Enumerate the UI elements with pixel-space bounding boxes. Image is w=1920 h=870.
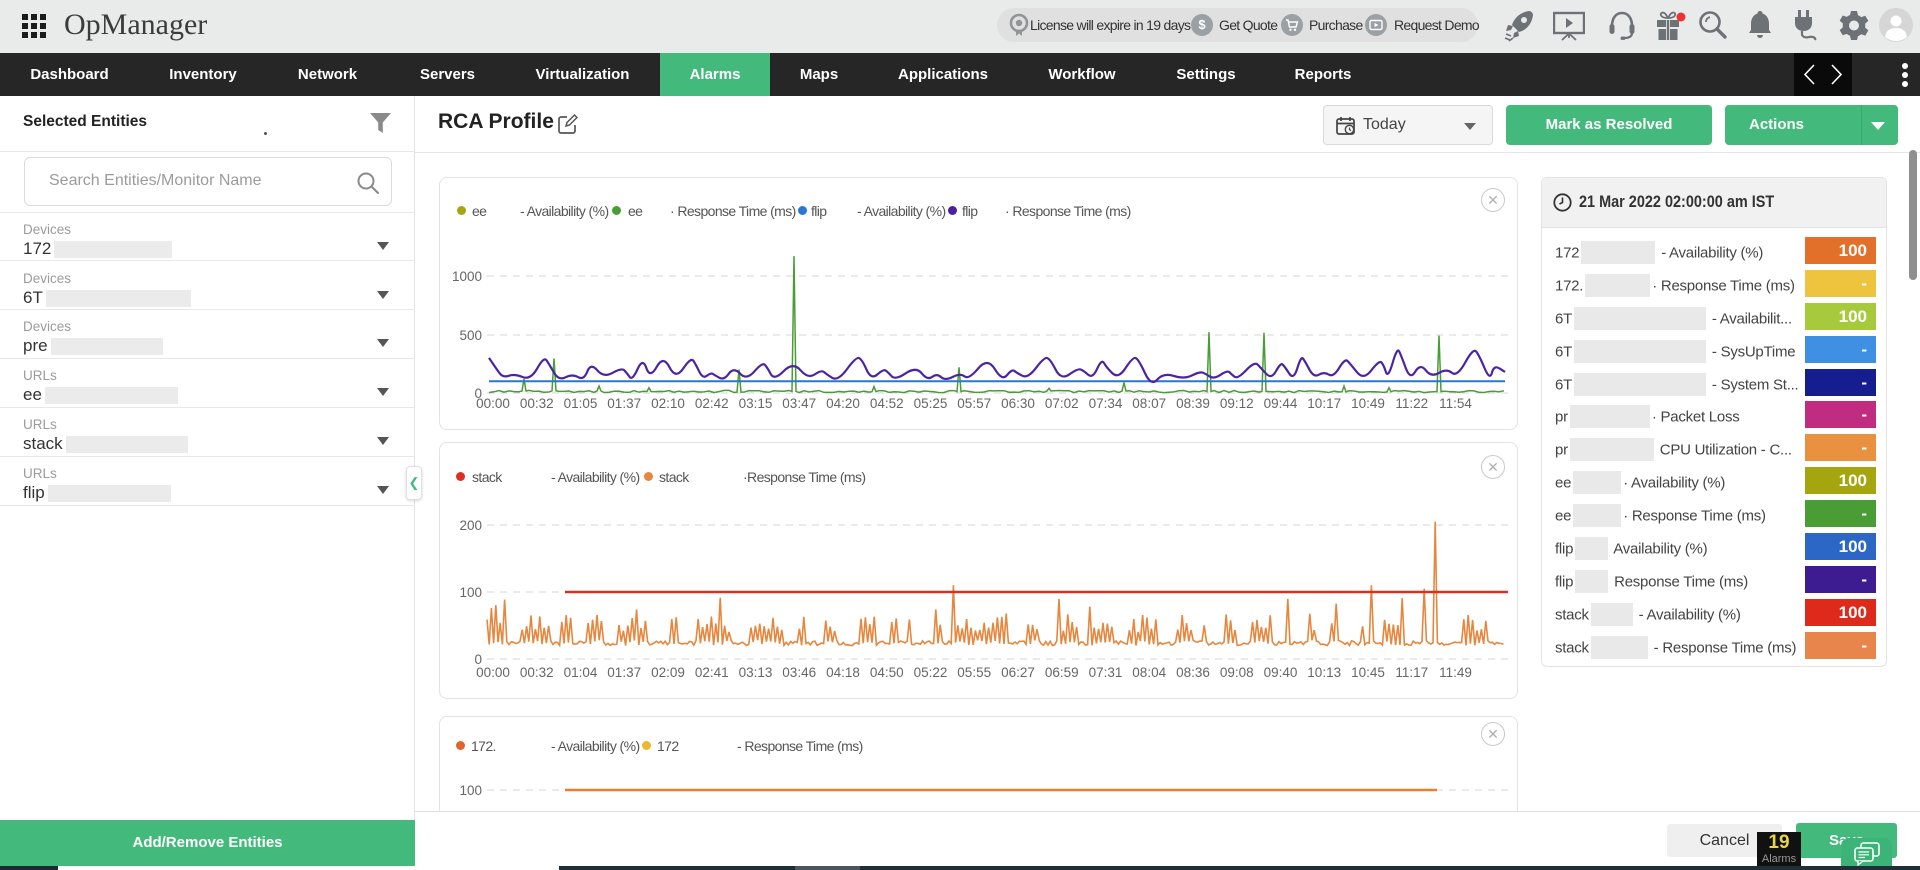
svg-text:1000: 1000 [452,269,482,284]
svg-text:08:36: 08:36 [1176,665,1210,680]
svg-text:09:08: 09:08 [1220,665,1254,680]
svg-text:04:18: 04:18 [826,665,860,680]
svg-text:01:37: 01:37 [607,665,641,680]
svg-text:03:15: 03:15 [739,396,773,411]
svg-text:10:49: 10:49 [1351,396,1385,411]
svg-text:11:49: 11:49 [1439,665,1472,680]
svg-text:0: 0 [474,386,482,401]
svg-text:06:59: 06:59 [1045,665,1079,680]
svg-text:07:31: 07:31 [1089,665,1123,680]
svg-text:03:47: 03:47 [782,396,816,411]
svg-text:01:05: 01:05 [564,396,598,411]
svg-text:500: 500 [459,328,482,343]
svg-text:08:39: 08:39 [1176,396,1210,411]
svg-text:01:04: 01:04 [564,665,598,680]
svg-text:05:22: 05:22 [914,665,948,680]
svg-text:00:00: 00:00 [476,665,510,680]
svg-text:10:17: 10:17 [1307,396,1341,411]
svg-text:01:37: 01:37 [607,396,641,411]
svg-text:00:32: 00:32 [520,396,554,411]
svg-text:09:40: 09:40 [1264,665,1298,680]
svg-text:11:17: 11:17 [1395,665,1428,680]
svg-text:05:57: 05:57 [957,396,991,411]
svg-text:200: 200 [459,518,482,533]
svg-text:04:20: 04:20 [826,396,860,411]
svg-text:05:25: 05:25 [914,396,948,411]
svg-text:11:54: 11:54 [1439,396,1472,411]
svg-text:10:13: 10:13 [1307,665,1341,680]
svg-text:05:55: 05:55 [957,665,991,680]
svg-text:10:45: 10:45 [1351,665,1385,680]
svg-text:0: 0 [474,652,482,667]
svg-text:02:42: 02:42 [695,396,729,411]
svg-text:02:09: 02:09 [651,665,685,680]
svg-text:100: 100 [459,783,482,798]
svg-text:07:34: 07:34 [1089,396,1123,411]
svg-text:03:13: 03:13 [739,665,773,680]
svg-text:100: 100 [459,585,482,600]
svg-text:08:04: 08:04 [1132,665,1166,680]
svg-text:09:12: 09:12 [1220,396,1254,411]
svg-text:11:22: 11:22 [1395,396,1428,411]
svg-text:03:46: 03:46 [782,665,816,680]
svg-text:00:00: 00:00 [476,396,510,411]
svg-text:07:02: 07:02 [1045,396,1079,411]
svg-text:04:52: 04:52 [870,396,904,411]
svg-text:04:50: 04:50 [870,665,904,680]
svg-text:02:10: 02:10 [651,396,685,411]
svg-text:06:30: 06:30 [1001,396,1035,411]
svg-text:09:44: 09:44 [1264,396,1298,411]
svg-text:08:07: 08:07 [1132,396,1166,411]
svg-text:02:41: 02:41 [695,665,729,680]
svg-text:00:32: 00:32 [520,665,554,680]
svg-text:06:27: 06:27 [1001,665,1035,680]
